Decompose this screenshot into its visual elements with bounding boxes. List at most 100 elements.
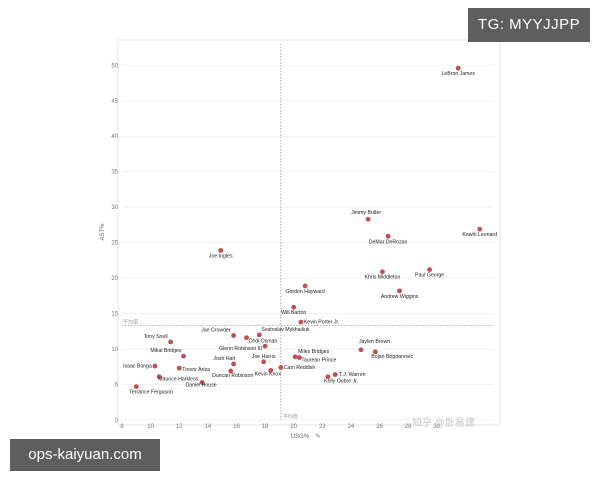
point-label: Maurice Harkless (158, 377, 198, 383)
plot-frame (117, 39, 501, 426)
x-tick-label: 16 (233, 424, 240, 430)
y-tick-label: 35 (111, 170, 118, 176)
data-point (231, 333, 237, 338)
x-tick-label: 20 (290, 424, 297, 430)
data-point (218, 248, 224, 253)
point-label: Paul George (415, 273, 444, 279)
point-label: Cedi Osman (248, 339, 277, 345)
data-point (228, 368, 234, 374)
y-axis-title: AST% (100, 223, 106, 241)
x-tick-label: 18 (262, 424, 269, 430)
data-point (156, 374, 162, 380)
grid (122, 64, 494, 421)
point-label: Cam Reddish (284, 365, 316, 371)
point-label: Joe Ingles (209, 253, 233, 259)
x-tick-label: 22 (319, 424, 326, 430)
point-label: Joe Harris (252, 354, 276, 360)
point-label: Andrew Wiggins (381, 294, 419, 300)
y-tick-label: 5 (115, 383, 119, 389)
data-point (152, 363, 158, 369)
axis-ticks: 0 5 10 15 20 25 30 35 40 45 50 8 10 12 14 16 18 20 22 24 26 2… (111, 63, 440, 430)
x-tick-label: 12 (176, 424, 183, 430)
y-average-label: 平均值 (123, 319, 138, 326)
data-point (231, 361, 237, 367)
point-label: Svatoslav Mykhailiuk (261, 327, 310, 333)
x-axis-title: USG% (291, 434, 310, 440)
point-label: Mikal Bridges (150, 348, 182, 354)
y-tick-label: 50 (111, 63, 118, 69)
data-point (302, 283, 308, 289)
data-point (262, 343, 268, 349)
data-point (298, 319, 304, 325)
data-point (291, 304, 297, 310)
point-label: Miles Bridges (298, 349, 330, 355)
tag-overlay: TG: MYYJJPP (468, 8, 590, 42)
point-label: Trevor Ariza (182, 367, 210, 373)
point-label: Kawhi Leonard (462, 232, 497, 238)
y-tick-label: 20 (111, 276, 118, 282)
x-tick-label: 26 (376, 424, 383, 430)
point-label: Taurean Prince (301, 358, 336, 364)
point-label: Jaylen Brown (359, 339, 390, 345)
pin-icon: ✎ (315, 433, 320, 440)
y-tick-label: 10 (111, 347, 118, 353)
data-point (397, 288, 402, 294)
data-point (133, 384, 139, 390)
y-tick-label: 40 (111, 134, 118, 140)
point-label: Glenn Robinson III (219, 346, 262, 352)
data-point (380, 269, 385, 275)
data-point (244, 335, 249, 341)
point-label: Kevin Porter Jr. (304, 320, 339, 326)
point-label: T.J. Warren (339, 372, 365, 378)
data-point (358, 347, 364, 353)
data-point (278, 365, 284, 370)
y-tick-label: 45 (111, 99, 118, 105)
data-point (325, 374, 331, 380)
data-point (181, 353, 186, 359)
data-point (297, 355, 302, 360)
x-tick-label: 24 (348, 424, 355, 430)
site-overlay: ops-kaiyuan.com (10, 439, 160, 471)
data-point (332, 372, 338, 377)
x-average-label: 平均值 (283, 413, 298, 420)
point-label: Duncan Robinson (212, 373, 253, 379)
data-point (261, 359, 267, 365)
point-label: Tony Snell (144, 334, 168, 340)
data-point (455, 65, 461, 71)
zhihu-watermark: 知乎 @卧易建 (412, 416, 475, 429)
data-point (477, 226, 483, 232)
point-label: Bojan Bogdanovic (371, 354, 413, 360)
x-tick-label: 14 (205, 424, 212, 430)
point-label: LeBron James (442, 71, 476, 77)
point-label: Daniel House (186, 382, 217, 388)
y-tick-label: 15 (111, 312, 118, 318)
point-label: Jimmy Butler (351, 210, 381, 216)
point-label: DeMar DeRozan (369, 239, 408, 245)
point-label: Josh Hart (213, 356, 236, 362)
x-tick-label: 30 (433, 424, 440, 430)
data-point (256, 332, 262, 338)
data-points: LeBron James Kawhi Leonard Jimmy Butler DeM… (123, 65, 497, 396)
data-point (268, 367, 274, 373)
point-label: Kevin Knox (255, 371, 282, 377)
data-point (176, 365, 182, 371)
point-label: Kelly Oubre Jr. (324, 379, 358, 385)
data-point (385, 233, 391, 239)
point-label: Khris Middleton (365, 275, 401, 281)
point-label: Terrance Ferguson (129, 390, 173, 396)
y-tick-label: 25 (111, 241, 118, 247)
y-tick-label: 0 (115, 418, 119, 424)
point-label: Jae Crowder (201, 328, 231, 334)
point-label: Gordon Hayward (286, 289, 325, 295)
x-tick-label: 8 (120, 424, 124, 430)
y-tick-label: 30 (111, 205, 118, 211)
point-label: Will Barton (281, 310, 306, 316)
data-point (168, 339, 174, 345)
point-label: Isaac Bonga (123, 364, 152, 370)
data-point (199, 380, 205, 385)
data-point (365, 216, 371, 222)
data-point (292, 354, 298, 360)
x-tick-label: 28 (405, 424, 412, 430)
